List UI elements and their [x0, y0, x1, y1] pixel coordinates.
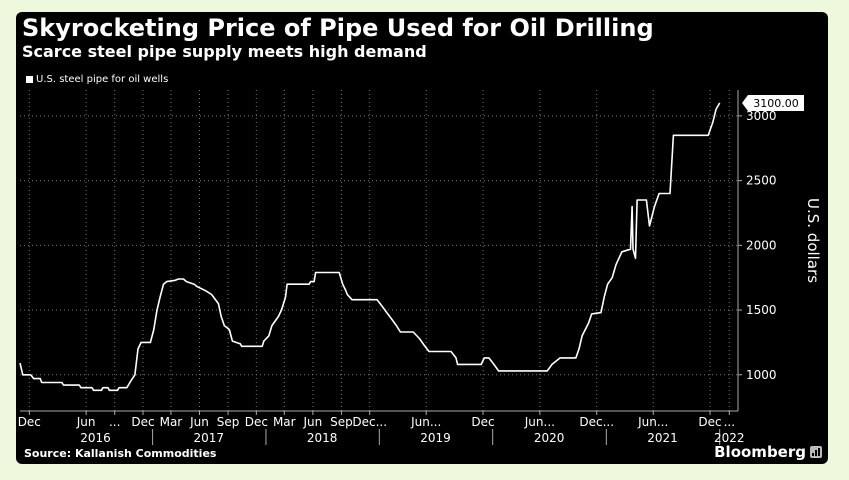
x-year-label: 2020	[534, 431, 565, 445]
x-tick-label: Jun...	[524, 415, 555, 429]
x-tick-label: Dec	[698, 415, 721, 429]
bar-chart-icon	[810, 446, 822, 458]
legend: U.S. steel pipe for oil wells	[26, 74, 168, 85]
x-tick-label: Mar	[160, 415, 183, 429]
y-tick-label: 1500	[746, 303, 777, 317]
y-tick-label: 2000	[746, 238, 777, 252]
last-value-callout	[742, 94, 804, 111]
x-tick-label: Jun	[189, 415, 209, 429]
x-tick-label: Dec	[245, 415, 268, 429]
y-axis-title: U.S. dollars	[804, 198, 822, 283]
x-tick-label: Mar	[273, 415, 296, 429]
x-year-label: 2022	[714, 431, 745, 445]
brand-name: Bloomberg	[714, 443, 806, 461]
x-tick-label: Jun	[76, 415, 96, 429]
y-tick-label: 2500	[746, 174, 777, 188]
x-tick-label: Dec	[471, 415, 494, 429]
x-tick-label: Dec...	[352, 415, 387, 429]
x-tick-label: Dec...	[579, 415, 614, 429]
source-note: Source: Kallanish Commodities	[24, 447, 217, 460]
last-value-label: 3100.00	[753, 97, 799, 110]
x-tick-label: Jun	[302, 415, 322, 429]
series-line-us-steel-pipe	[19, 102, 721, 392]
y-tick-label: 1000	[746, 368, 777, 382]
x-year-label: 2017	[194, 431, 225, 445]
chart-subtitle: Scarce steel pipe supply meets high dema…	[22, 42, 427, 61]
x-year-label: 2016	[80, 431, 111, 445]
brand-logo: Bloomberg	[714, 443, 822, 461]
x-tick-label: Sep	[217, 415, 240, 429]
legend-label: U.S. steel pipe for oil wells	[36, 74, 169, 85]
x-tick-label: Dec	[131, 415, 154, 429]
x-tick-label: ...	[724, 415, 735, 429]
x-tick-label: Jun...	[410, 415, 441, 429]
y-tick-label: 3000	[746, 109, 777, 123]
x-tick-label: Dec	[18, 415, 41, 429]
x-year-label: 2021	[647, 431, 678, 445]
chart-card: Skyrocketing Price of Pipe Used for Oil …	[16, 12, 828, 464]
x-tick-label: Sep	[330, 415, 353, 429]
x-year-label: 2019	[420, 431, 451, 445]
chart-title: Skyrocketing Price of Pipe Used for Oil …	[22, 14, 654, 42]
x-tick-label: Jun...	[637, 415, 668, 429]
x-year-label: 2018	[307, 431, 338, 445]
x-tick-label: ...	[109, 415, 120, 429]
legend-swatch	[26, 76, 33, 83]
